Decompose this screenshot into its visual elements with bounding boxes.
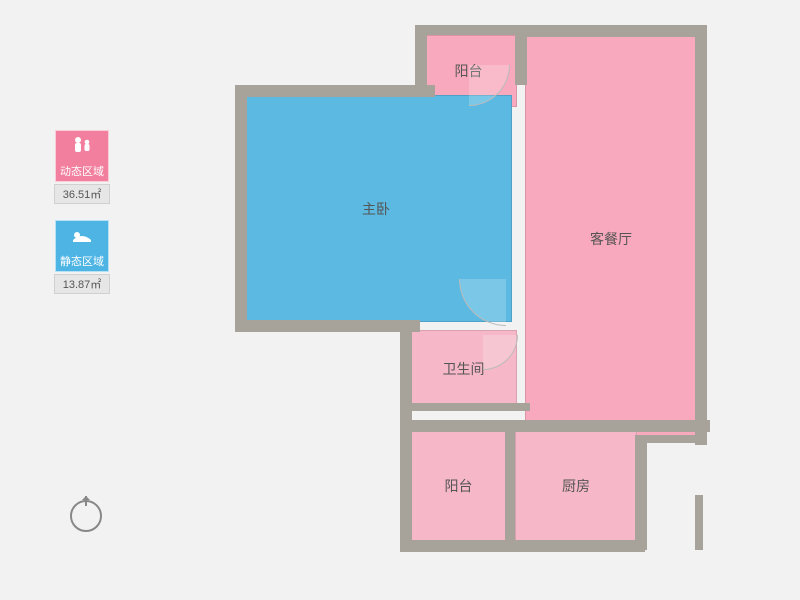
- floor-plan: 阳台客餐厅主卧卫生间阳台厨房: [225, 25, 735, 565]
- legend-title: 动态区域: [56, 161, 108, 181]
- wall-segment: [235, 85, 435, 97]
- legend-zone-dynamic: 动态区域 36.51㎡: [50, 130, 114, 204]
- wall-segment: [235, 320, 420, 332]
- wall-segment: [695, 495, 703, 550]
- legend-value: 13.87㎡: [54, 274, 110, 294]
- wall-segment: [400, 403, 530, 411]
- wall-segment: [635, 435, 647, 550]
- wall-segment: [515, 25, 705, 37]
- people-icon: [56, 131, 108, 161]
- wall-segment: [415, 25, 523, 35]
- legend-card: 静态区域: [55, 220, 109, 272]
- room-label: 客餐厅: [590, 229, 632, 249]
- compass-icon: [70, 500, 102, 532]
- wall-segment: [235, 85, 247, 330]
- room-balcony2: 阳台: [410, 430, 507, 542]
- wall-segment: [505, 423, 515, 548]
- sleep-icon: [56, 221, 108, 251]
- wall-segment: [400, 420, 710, 432]
- legend-panel: 动态区域 36.51㎡ 静态区域 13.87㎡: [50, 130, 114, 310]
- room-label: 主卧: [362, 199, 390, 219]
- legend-card: 动态区域: [55, 130, 109, 182]
- wall-segment: [695, 25, 707, 445]
- room-label: 厨房: [562, 476, 590, 496]
- wall-segment: [400, 540, 645, 552]
- room-kitchen: 厨房: [515, 430, 637, 542]
- legend-zone-static: 静态区域 13.87㎡: [50, 220, 114, 294]
- wall-segment: [415, 25, 427, 97]
- wall-segment: [635, 435, 705, 443]
- legend-value: 36.51㎡: [54, 184, 110, 204]
- room-living: 客餐厅: [525, 35, 697, 442]
- wall-segment: [400, 320, 412, 550]
- room-label: 卫生间: [443, 359, 485, 379]
- room-label: 阳台: [445, 476, 473, 496]
- legend-title: 静态区域: [56, 251, 108, 271]
